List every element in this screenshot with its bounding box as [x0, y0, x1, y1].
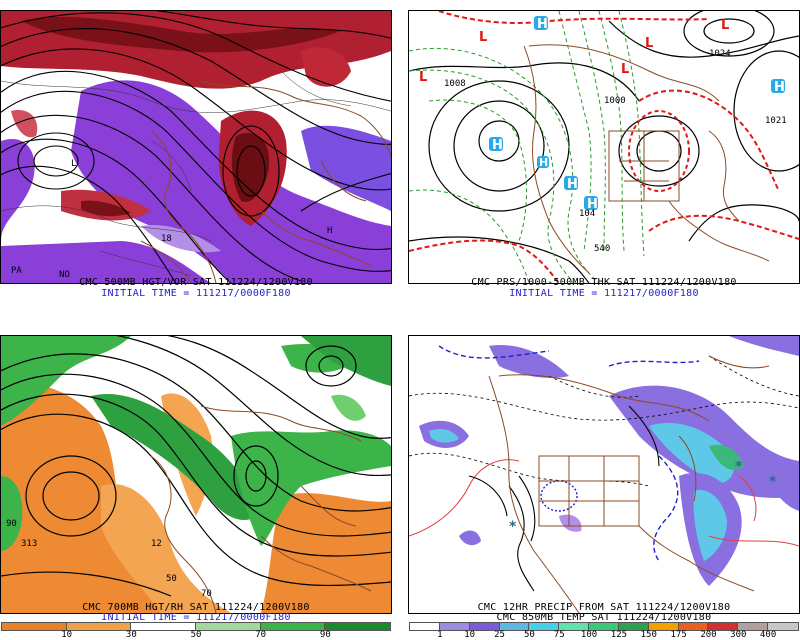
high-pressure-icon: H — [534, 16, 548, 32]
colorbar-segment — [707, 622, 740, 631]
panel-subcaption: CMC 850MB TEMP SAT 111224/1200V180 — [496, 612, 712, 623]
isobar-label: 1024 — [709, 49, 731, 59]
colorbar-tick-label: 400 — [760, 630, 777, 640]
colorbar-tick-label: 125 — [610, 630, 628, 640]
panel-initial-time: INITIAL TIME = 111217/0000F180 — [101, 612, 291, 623]
colorbar-segment — [409, 622, 441, 631]
colorbar-tick-label: 50 — [190, 630, 202, 640]
colorbar-segment — [438, 622, 471, 631]
snow-symbol-icon: * — [735, 459, 743, 475]
colorbar-tick-label: 90 — [319, 630, 331, 640]
map-pressure-thickness: H H H H H — [408, 10, 800, 284]
colorbar-segment — [259, 622, 327, 631]
colorbar-tick-label: 75 — [553, 630, 565, 640]
panel-700mb: 90 313 50 12 70 CMC 700MB HGT/RH SAT 111… — [0, 330, 392, 640]
panel-caption: CMC 500MB HGT/VOR SAT 111224/1200V180 — [79, 277, 313, 288]
map-700mb-rh: 90 313 50 12 70 — [0, 335, 392, 614]
colorbar-tick-label: 100 — [580, 630, 598, 640]
rh-colorbar-ticks: 10 30 50 70 90 — [2, 630, 390, 640]
high-pressure-icon: H — [489, 137, 503, 153]
colorbar-segment — [588, 622, 620, 631]
colorbar-tick-label: 30 — [125, 630, 137, 640]
colorbar-segment — [558, 622, 591, 631]
colorbar-segment — [528, 622, 561, 631]
map-label: 313 — [21, 539, 37, 549]
colorbar-tick-label: 1 — [437, 630, 443, 640]
svg-text:H: H — [587, 197, 598, 212]
snow-symbol-icon: * — [509, 519, 517, 535]
high-pressure-icon: H — [584, 196, 598, 212]
colorbar-segment — [647, 622, 680, 631]
colorbar-tick-label: 175 — [670, 630, 687, 640]
panel-initial-time: INITIAL TIME = 111217/0000F180 — [101, 288, 291, 299]
isobar-label: 1021 — [765, 116, 787, 126]
colorbar-tick-label: 300 — [730, 630, 747, 640]
panel-precip-temp: * * * CMC 12HR PRECIP FROM SAT 111224/12… — [408, 330, 800, 640]
map-label-no: NO — [59, 270, 70, 280]
colorbar-segment — [194, 622, 262, 631]
panel-caption: CMC 12HR PRECIP FROM SAT 111224/1200V180 — [477, 602, 731, 613]
map-label-pa: PA — [11, 266, 22, 276]
colorbar-tick-label: 50 — [523, 630, 535, 640]
isobar-label: 104 — [579, 209, 595, 219]
panel-pressure-thickness: H H H H H — [408, 0, 800, 310]
colorbar-segment — [617, 622, 650, 631]
map-label: 12 — [151, 539, 162, 549]
panel-caption: CMC 700MB HGT/RH SAT 111224/1200V180 — [82, 602, 310, 613]
colorbar-segment — [767, 622, 799, 631]
colorbar-segment — [1, 622, 68, 631]
high-pressure-icon: H — [564, 176, 578, 192]
isobar-label: 1000 — [604, 96, 626, 106]
low-pressure-icon: L — [721, 18, 729, 33]
low-pressure-icon: L — [645, 36, 653, 51]
map-label-l: L — [71, 159, 76, 169]
map-label-18: 18 — [161, 234, 172, 244]
low-pressure-icon: L — [479, 30, 487, 45]
high-pressure-icon: H — [537, 156, 549, 169]
map-label: 70 — [201, 589, 212, 599]
colorbar-tick-label: 200 — [700, 630, 717, 640]
map-label: 90 — [6, 519, 17, 529]
snow-symbol-icon: * — [769, 474, 777, 490]
svg-text:H: H — [567, 177, 578, 192]
high-pressure-icon: H — [771, 79, 785, 95]
panel-caption: CMC PRS/1000-500MB THK SAT 111224/1200V1… — [471, 277, 737, 288]
colorbar-tick-label: 10 — [61, 630, 73, 640]
colorbar-segment — [130, 622, 197, 631]
low-pressure-icon: L — [419, 70, 427, 85]
colorbar-segment — [737, 622, 770, 631]
colorbar-segment — [498, 622, 531, 631]
colorbar-tick-label: 10 — [464, 630, 476, 640]
isobar-label: 1008 — [444, 79, 466, 89]
map-500mb-vorticity: L H PA NO 18 — [0, 10, 392, 284]
map-label: 50 — [166, 574, 177, 584]
precip-colorbar — [409, 622, 799, 631]
colorbar-segment — [65, 622, 133, 631]
colorbar-segment — [468, 622, 501, 631]
panel-initial-time: INITIAL TIME = 111217/0000F180 — [509, 288, 699, 299]
low-pressure-icon: L — [621, 62, 629, 77]
svg-text:H: H — [492, 138, 503, 153]
colorbar-segment — [324, 622, 391, 631]
colorbar-tick-label: 150 — [640, 630, 657, 640]
colorbar-tick-label: 70 — [255, 630, 267, 640]
svg-text:H: H — [539, 156, 548, 169]
svg-text:H: H — [774, 80, 785, 95]
rh-colorbar — [1, 622, 391, 631]
map-label-h: H — [327, 226, 332, 236]
panel-500mb: L H PA NO 18 CMC 500MB HGT/VOR SAT 11122… — [0, 0, 392, 310]
svg-text:H: H — [537, 17, 548, 32]
colorbar-segment — [677, 622, 710, 631]
precip-colorbar-ticks: 1 10 25 50 75 100 125 150 175 200 300 400 — [410, 630, 798, 640]
colorbar-tick-label: 25 — [494, 630, 505, 640]
thickness-label: 540 — [594, 244, 610, 254]
map-precip-850temp: * * * — [408, 335, 800, 614]
